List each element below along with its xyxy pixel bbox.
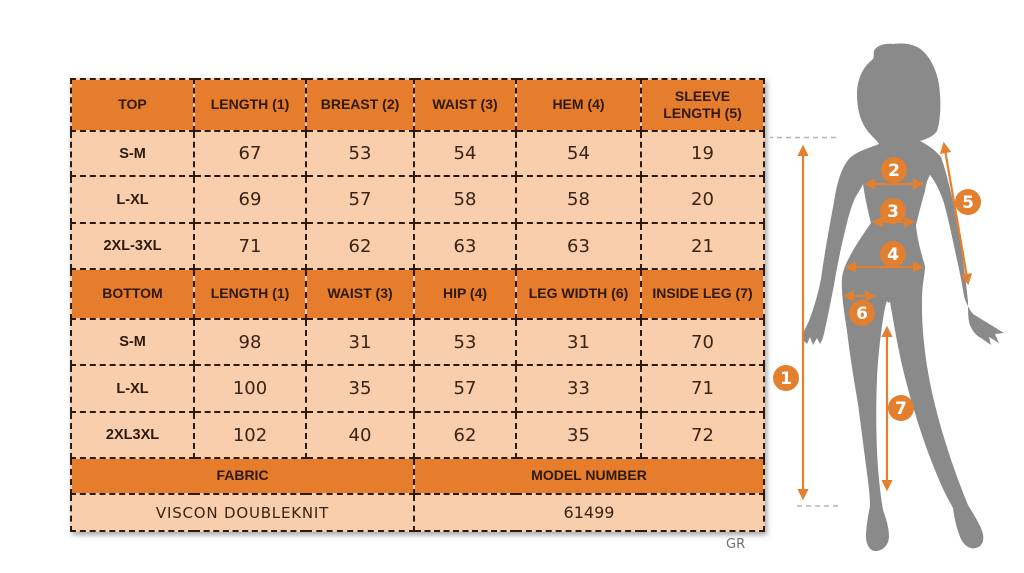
cell-value: 62 bbox=[413, 411, 517, 459]
fabric-value: VISCON DOUBLEKNIT bbox=[70, 493, 415, 532]
cell-value: 72 bbox=[640, 411, 765, 459]
col-header-bottom: BOTTOM bbox=[70, 268, 195, 320]
model-number-value: 61499 bbox=[413, 493, 765, 532]
measure-marker-1: 1 bbox=[773, 365, 799, 391]
table-row: S-M 98 31 53 31 70 bbox=[70, 318, 765, 366]
col-header-breast: BREAST (2) bbox=[305, 78, 415, 132]
bottom-header-row: BOTTOM LENGTH (1) WAIST (3) HIP (4) LEG … bbox=[70, 268, 765, 320]
cell-value: 53 bbox=[413, 318, 517, 366]
measure-marker-6: 6 bbox=[849, 300, 875, 326]
svg-text:4: 4 bbox=[887, 245, 899, 265]
col-header-top: TOP bbox=[70, 78, 195, 132]
cell-value: 69 bbox=[193, 175, 307, 224]
cell-value: 35 bbox=[515, 411, 642, 459]
svg-text:6: 6 bbox=[856, 304, 868, 324]
watermark-gr: GR bbox=[726, 537, 746, 552]
cell-value: 70 bbox=[640, 318, 765, 366]
cell-value: 71 bbox=[640, 364, 765, 413]
cell-value: 57 bbox=[305, 175, 415, 224]
size-label: L-XL bbox=[70, 175, 195, 224]
cell-value: 21 bbox=[640, 222, 765, 270]
measure-marker-2: 2 bbox=[881, 157, 907, 183]
cell-value: 35 bbox=[305, 364, 415, 413]
cell-value: 31 bbox=[305, 318, 415, 366]
svg-text:3: 3 bbox=[887, 202, 899, 222]
top-header-row: TOP LENGTH (1) BREAST (2) WAIST (3) HEM … bbox=[70, 78, 765, 132]
col-header-length: LENGTH (1) bbox=[193, 268, 307, 320]
fabric-header: FABRIC bbox=[70, 457, 415, 495]
svg-text:7: 7 bbox=[895, 399, 907, 419]
measure-marker-4: 4 bbox=[880, 241, 906, 267]
measure-marker-5: 5 bbox=[955, 189, 981, 215]
table-row: L-XL 100 35 57 33 71 bbox=[70, 364, 765, 413]
cell-value: 67 bbox=[193, 130, 307, 177]
cell-value: 54 bbox=[413, 130, 517, 177]
cell-value: 98 bbox=[193, 318, 307, 366]
table-row: L-XL 69 57 58 58 20 bbox=[70, 175, 765, 224]
col-header-leg-width: LEG WIDTH (6) bbox=[515, 268, 642, 320]
col-header-length: LENGTH (1) bbox=[193, 78, 307, 132]
model-number-header: MODEL NUMBER bbox=[413, 457, 765, 495]
size-label: L-XL bbox=[70, 364, 195, 413]
table-row: 2XL-3XL 71 62 63 63 21 bbox=[70, 222, 765, 270]
size-label: 2XL3XL bbox=[70, 411, 195, 459]
size-label: S-M bbox=[70, 130, 195, 177]
size-label: S-M bbox=[70, 318, 195, 366]
col-header-hem: HEM (4) bbox=[515, 78, 642, 132]
cell-value: 58 bbox=[413, 175, 517, 224]
cell-value: 58 bbox=[515, 175, 642, 224]
measure-marker-7: 7 bbox=[888, 395, 914, 421]
measurement-figure: 1 2 3 4 5 6 7 bbox=[770, 43, 1004, 552]
cell-value: 53 bbox=[305, 130, 415, 177]
size-chart-table: TOP LENGTH (1) BREAST (2) WAIST (3) HEM … bbox=[70, 78, 765, 532]
col-header-waist: WAIST (3) bbox=[305, 268, 415, 320]
measure-marker-3: 3 bbox=[880, 198, 906, 224]
cell-value: 102 bbox=[193, 411, 307, 459]
arrow-5-sleeve bbox=[939, 141, 973, 286]
svg-text:2: 2 bbox=[888, 161, 900, 181]
cell-value: 100 bbox=[193, 364, 307, 413]
cell-value: 31 bbox=[515, 318, 642, 366]
cell-value: 63 bbox=[515, 222, 642, 270]
woman-silhouette-image bbox=[802, 43, 1004, 552]
cell-value: 40 bbox=[305, 411, 415, 459]
footer-header-row: FABRIC MODEL NUMBER bbox=[70, 457, 765, 495]
cell-value: 62 bbox=[305, 222, 415, 270]
col-header-inside-leg: INSIDE LEG (7) bbox=[640, 268, 765, 320]
cell-value: 57 bbox=[413, 364, 517, 413]
table-row: S-M 67 53 54 54 19 bbox=[70, 130, 765, 177]
cell-value: 33 bbox=[515, 364, 642, 413]
size-label: 2XL-3XL bbox=[70, 222, 195, 270]
col-header-sleeve-length: SLEEVE LENGTH (5) bbox=[640, 78, 765, 132]
cell-value: 19 bbox=[640, 130, 765, 177]
svg-text:1: 1 bbox=[780, 369, 792, 389]
svg-text:5: 5 bbox=[962, 193, 974, 213]
cell-value: 71 bbox=[193, 222, 307, 270]
cell-value: 63 bbox=[413, 222, 517, 270]
table-row: 2XL3XL 102 40 62 35 72 bbox=[70, 411, 765, 459]
footer-value-row: VISCON DOUBLEKNIT 61499 bbox=[70, 493, 765, 532]
col-header-waist: WAIST (3) bbox=[413, 78, 517, 132]
cell-value: 54 bbox=[515, 130, 642, 177]
cell-value: 20 bbox=[640, 175, 765, 224]
col-header-hip: HIP (4) bbox=[413, 268, 517, 320]
